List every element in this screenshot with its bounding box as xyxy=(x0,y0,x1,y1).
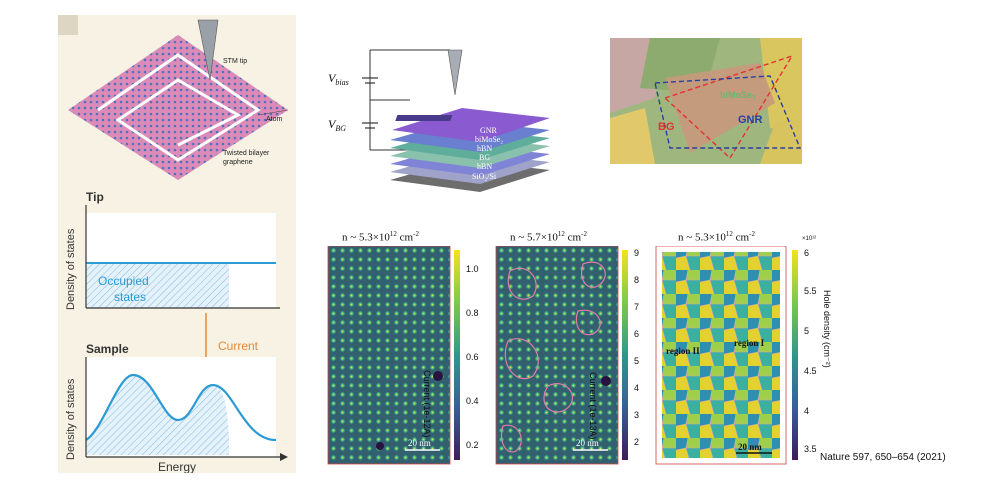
atom-label: Atom xyxy=(266,116,283,123)
region-1-label: region I xyxy=(734,338,765,348)
map-1-cbar-label: Current (1e-12A) xyxy=(422,370,432,438)
optical-gnr-label: GNR xyxy=(738,114,763,126)
map-3-title: n ~ 5.3×1012 cm-2 xyxy=(678,230,755,244)
map-1-colorbar xyxy=(454,250,460,460)
tbg-label-2: graphene xyxy=(223,159,253,166)
device-schematic: Vbias VBG GNR biMoSe₂ hBN BG hBN SiO₂/Si xyxy=(328,49,550,192)
current-label: Current xyxy=(218,339,259,353)
optical-bimose-label: biMoSe₂ xyxy=(720,90,756,100)
dos-diagram: Tip Occupied states Density of states Cu… xyxy=(65,190,288,473)
layer-hbn-2: hBN xyxy=(477,162,492,171)
map-2-scalebar: 20 nm xyxy=(576,438,599,448)
stm-tip-label: STM tip xyxy=(223,58,247,65)
sample-ylabel: Density of states xyxy=(65,378,77,460)
citation: Nature 597, 650–654 (2021) xyxy=(820,452,946,463)
stm-illustration: STM tip Atom Twisted bilayer graphene xyxy=(58,15,289,180)
map-3-cbar-label: Hole density (cm⁻²) xyxy=(822,290,832,368)
layer-gnr: GNR xyxy=(480,126,498,135)
energy-xlabel: Energy xyxy=(158,460,196,473)
map-2-colorbar xyxy=(622,250,628,460)
svg-text:VBG: VBG xyxy=(328,117,346,133)
sample-occupied-area xyxy=(86,375,229,455)
map-2-cbar-label: Current (1e-13A) xyxy=(588,372,598,440)
stm-dos-figure: STM tip Atom Twisted bilayer graphene Ti… xyxy=(58,15,296,473)
region-2-label: region II xyxy=(666,346,700,356)
svg-text:Vbias: Vbias xyxy=(328,71,349,87)
map-2: n ~ 5.7×1012 cm-2 20 nm 9 8 7 6 5 4 3 2 xyxy=(488,230,648,470)
map-2-image xyxy=(495,246,619,465)
gnr-layer xyxy=(392,108,550,142)
map-3-image xyxy=(662,252,780,458)
map-3-colorbar xyxy=(792,250,798,460)
device-tip-icon xyxy=(447,49,463,96)
tip-scan-path xyxy=(97,53,261,162)
sample-title: Sample xyxy=(86,342,129,356)
layer-sio2: SiO₂/Si xyxy=(472,172,497,181)
tip-title: Tip xyxy=(86,190,104,204)
occupied-label-2: states xyxy=(114,290,146,304)
occupied-label-1: Occupied xyxy=(98,274,149,288)
map-1-scalebar: 20 nm xyxy=(408,438,431,448)
sample-dos-curve xyxy=(85,373,277,442)
optical-bg-label: BG xyxy=(658,121,675,133)
layer-hbn-1: hBN xyxy=(477,144,492,153)
stm-tip-icon xyxy=(197,19,219,81)
tbg-label-1: Twisted bilayer xyxy=(223,150,270,157)
map-1-title: n ~ 5.3×1012 cm-2 xyxy=(342,230,419,244)
map-2-title: n ~ 5.7×1012 cm-2 xyxy=(510,230,587,244)
occupied-states-area xyxy=(86,263,229,308)
map-3-scalebar: 20 nm xyxy=(738,442,762,452)
layer-bg: BG xyxy=(479,153,490,162)
layer-bimose: biMoSe₂ xyxy=(475,135,503,144)
vbg-label: V xyxy=(328,117,337,131)
vbias-label: V xyxy=(328,71,337,85)
map-1-image xyxy=(327,246,451,465)
optical-image: BG GNR biMoSe₂ xyxy=(610,38,802,164)
tip-ylabel: Density of states xyxy=(65,228,77,310)
map-1: n ~ 5.3×1012 cm-2 20 nm 1.0 0.8 0.6 0.4 … xyxy=(320,230,480,470)
map-3: n ~ 5.3×1012 cm-2 region II region I xyxy=(652,230,822,470)
lattice xyxy=(68,35,288,180)
